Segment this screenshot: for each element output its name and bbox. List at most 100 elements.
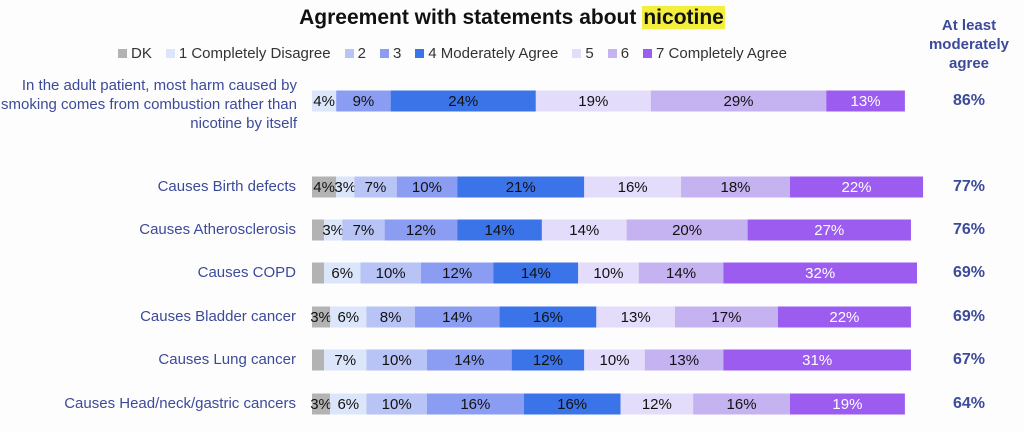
value-label: 16% xyxy=(460,396,490,413)
bar-segment xyxy=(650,90,827,112)
bar-segment xyxy=(638,262,724,284)
legend-label: 6 xyxy=(620,45,630,62)
legend-item: 2 xyxy=(344,45,366,62)
agree-value: 76% xyxy=(953,221,985,238)
bar-segment xyxy=(414,306,500,328)
value-label: 3% xyxy=(322,222,344,239)
value-label: 22% xyxy=(829,309,859,326)
value-label: 6% xyxy=(331,265,353,282)
title-highlight: nicotine xyxy=(642,6,725,29)
legend-swatch xyxy=(118,49,127,58)
bar-segment xyxy=(457,176,585,198)
agree-value: 64% xyxy=(953,395,985,412)
bar-segment xyxy=(324,219,343,241)
legend-item: 7 Completely Agree xyxy=(643,45,787,62)
value-label: 7% xyxy=(353,222,375,239)
legend-label: 3 xyxy=(392,45,402,62)
bar-segment xyxy=(584,176,682,198)
bar-segment xyxy=(312,90,337,112)
bar-segment xyxy=(312,393,331,415)
bar-segment xyxy=(312,306,331,328)
value-label: 21% xyxy=(506,179,536,196)
legend-label: 4 Moderately Agree xyxy=(428,45,559,62)
value-label: 3% xyxy=(334,179,356,196)
legend-item: 4 Moderately Agree xyxy=(415,45,558,62)
bar-segment xyxy=(396,176,458,198)
category-label: Causes Lung cancer xyxy=(158,351,296,368)
value-label: 10% xyxy=(593,265,623,282)
value-label: 17% xyxy=(711,309,741,326)
bar-segment xyxy=(596,306,675,328)
bar-segment xyxy=(312,219,325,241)
chart-title: Agreement with statements about nicotine xyxy=(0,6,1024,30)
value-label: 19% xyxy=(832,396,862,413)
value-label: 10% xyxy=(382,396,412,413)
value-label: 14% xyxy=(521,265,551,282)
value-label: 24% xyxy=(448,93,478,110)
bar-segment xyxy=(523,393,621,415)
bar-segment xyxy=(324,262,361,284)
category-label: Causes Atherosclerosis xyxy=(139,221,296,238)
bar-segment xyxy=(312,262,325,284)
bar-segment xyxy=(499,306,597,328)
value-label: 4% xyxy=(313,179,335,196)
bar-segment xyxy=(342,219,385,241)
legend-swatch xyxy=(344,49,354,58)
value-label: 9% xyxy=(353,93,375,110)
value-label: 16% xyxy=(618,179,648,196)
legend-label: DK xyxy=(131,45,152,62)
value-label: 14% xyxy=(569,222,599,239)
category-label: In the adult patient, most harm caused b… xyxy=(1,77,297,132)
value-label: 10% xyxy=(382,352,412,369)
value-label: 6% xyxy=(337,396,359,413)
value-label: 12% xyxy=(642,396,672,413)
value-label: 14% xyxy=(485,222,515,239)
value-label: 13% xyxy=(621,309,651,326)
legend-item: 1 Completely Disagree xyxy=(165,45,331,62)
agree-value: 69% xyxy=(953,264,985,281)
bar-segment xyxy=(366,349,427,371)
value-label: 12% xyxy=(533,352,563,369)
value-label: 14% xyxy=(442,309,472,326)
bar-segment xyxy=(620,393,694,415)
legend-swatch xyxy=(572,49,582,58)
bar-segment xyxy=(324,349,367,371)
bar-segment xyxy=(723,349,911,371)
bar-segment xyxy=(644,349,724,371)
legend-swatch xyxy=(379,49,389,58)
category-label: Causes COPD xyxy=(198,264,297,281)
value-label: 18% xyxy=(720,179,750,196)
bar-segment xyxy=(366,306,415,328)
value-label: 8% xyxy=(380,309,402,326)
value-label: 12% xyxy=(406,222,436,239)
bar-segment xyxy=(336,176,355,198)
legend-swatch xyxy=(643,49,653,58)
value-label: 14% xyxy=(454,352,484,369)
bar-segment xyxy=(384,219,458,241)
bar-segment xyxy=(426,393,524,415)
value-label: 13% xyxy=(851,93,881,110)
value-label: 7% xyxy=(365,179,387,196)
value-label: 6% xyxy=(337,309,359,326)
agree-value: 77% xyxy=(953,178,985,195)
value-label: 10% xyxy=(376,265,406,282)
bar-segment xyxy=(826,90,905,112)
value-label: 10% xyxy=(599,352,629,369)
value-label: 27% xyxy=(814,222,844,239)
value-label: 14% xyxy=(666,265,696,282)
bar-segment xyxy=(626,219,748,241)
bar-segment xyxy=(777,306,911,328)
value-label: 31% xyxy=(802,352,832,369)
value-label: 3% xyxy=(310,396,332,413)
bar-segment xyxy=(336,90,391,112)
value-label: 16% xyxy=(727,396,757,413)
value-label: 10% xyxy=(412,179,442,196)
bar-segment xyxy=(789,176,924,198)
legend: DK 1 Completely Disagree 2 3 4 Moderately Ag… xyxy=(118,45,787,62)
legend-label: 7 Completely Agree xyxy=(656,45,787,62)
agree-value: 69% xyxy=(953,308,985,325)
category-label: Causes Birth defects xyxy=(158,178,296,195)
legend-swatch xyxy=(415,49,425,58)
